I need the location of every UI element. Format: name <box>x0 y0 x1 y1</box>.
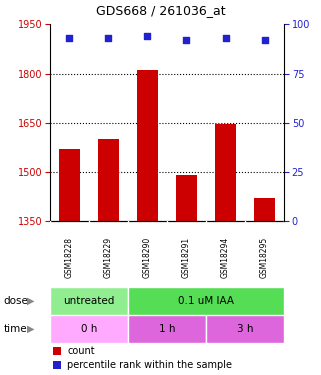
Text: untreated: untreated <box>63 296 115 306</box>
Text: 0 h: 0 h <box>81 324 97 334</box>
Bar <box>215 124 236 221</box>
Point <box>145 33 150 39</box>
Text: percentile rank within the sample: percentile rank within the sample <box>67 360 232 370</box>
Text: dose: dose <box>3 296 28 306</box>
Text: 0.1 uM IAA: 0.1 uM IAA <box>178 296 234 306</box>
Bar <box>206 315 284 343</box>
Text: GSM18229: GSM18229 <box>104 237 113 278</box>
Bar <box>128 287 284 315</box>
Point <box>67 35 72 41</box>
Text: ▶: ▶ <box>27 324 35 334</box>
Point <box>223 35 228 41</box>
Text: time: time <box>3 324 27 334</box>
Text: GSM18290: GSM18290 <box>143 237 152 278</box>
Point <box>184 37 189 43</box>
Text: GDS668 / 261036_at: GDS668 / 261036_at <box>96 4 225 17</box>
Text: 3 h: 3 h <box>237 324 253 334</box>
Bar <box>53 347 61 355</box>
Text: GSM18295: GSM18295 <box>260 237 269 278</box>
Bar <box>137 70 158 221</box>
Bar <box>128 315 206 343</box>
Text: GSM18291: GSM18291 <box>182 237 191 278</box>
Bar <box>50 287 128 315</box>
Text: GSM18228: GSM18228 <box>65 237 74 278</box>
Text: count: count <box>67 346 95 356</box>
Bar <box>58 149 80 221</box>
Bar <box>98 139 119 221</box>
Text: 1 h: 1 h <box>159 324 175 334</box>
Bar <box>176 176 197 221</box>
Text: ▶: ▶ <box>27 296 35 306</box>
Text: GSM18294: GSM18294 <box>221 237 230 278</box>
Bar <box>50 315 128 343</box>
Point <box>262 37 267 43</box>
Bar <box>53 361 61 369</box>
Bar <box>254 198 275 221</box>
Point <box>106 35 111 41</box>
